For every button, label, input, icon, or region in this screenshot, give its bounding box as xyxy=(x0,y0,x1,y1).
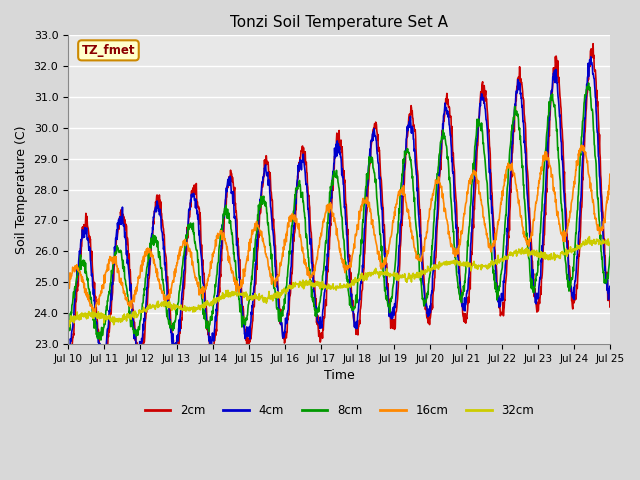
4cm xyxy=(587,54,595,60)
8cm xyxy=(97,337,105,343)
16cm xyxy=(577,143,585,148)
16cm xyxy=(607,172,614,178)
Line: 4cm: 4cm xyxy=(68,57,611,367)
32cm xyxy=(424,264,431,269)
8cm xyxy=(186,225,193,230)
2cm xyxy=(246,339,253,345)
16cm xyxy=(90,312,98,317)
32cm xyxy=(607,239,614,245)
8cm xyxy=(585,80,593,86)
32cm xyxy=(64,318,72,324)
Legend: 2cm, 4cm, 8cm, 16cm, 32cm: 2cm, 4cm, 8cm, 16cm, 32cm xyxy=(140,399,539,421)
32cm xyxy=(172,302,180,308)
4cm xyxy=(494,299,502,305)
4cm xyxy=(172,342,179,348)
8cm xyxy=(607,244,614,250)
16cm xyxy=(424,222,431,228)
8cm xyxy=(424,289,431,295)
16cm xyxy=(186,249,193,254)
2cm xyxy=(64,354,72,360)
Text: TZ_fmet: TZ_fmet xyxy=(82,44,135,57)
Line: 8cm: 8cm xyxy=(68,83,611,340)
Line: 32cm: 32cm xyxy=(68,237,611,327)
Line: 2cm: 2cm xyxy=(68,44,611,367)
16cm xyxy=(172,268,180,274)
32cm xyxy=(586,234,593,240)
8cm xyxy=(543,134,550,140)
2cm xyxy=(607,301,614,307)
4cm xyxy=(246,324,253,330)
4cm xyxy=(424,311,431,317)
16cm xyxy=(246,248,253,253)
8cm xyxy=(246,293,253,299)
32cm xyxy=(543,252,550,257)
8cm xyxy=(495,284,502,290)
16cm xyxy=(64,285,72,290)
X-axis label: Time: Time xyxy=(324,369,355,382)
16cm xyxy=(543,149,550,155)
4cm xyxy=(542,176,550,182)
4cm xyxy=(185,207,193,213)
4cm xyxy=(607,283,614,289)
32cm xyxy=(495,258,502,264)
32cm xyxy=(186,307,193,312)
4cm xyxy=(64,364,72,370)
2cm xyxy=(424,316,431,322)
Y-axis label: Soil Temperature (C): Soil Temperature (C) xyxy=(15,125,28,254)
2cm xyxy=(65,364,72,370)
2cm xyxy=(589,41,597,47)
2cm xyxy=(495,292,502,298)
Title: Tonzi Soil Temperature Set A: Tonzi Soil Temperature Set A xyxy=(230,15,448,30)
8cm xyxy=(64,320,72,326)
2cm xyxy=(186,213,193,219)
32cm xyxy=(246,296,253,301)
8cm xyxy=(172,313,180,319)
16cm xyxy=(495,217,502,223)
2cm xyxy=(172,348,180,353)
Line: 16cm: 16cm xyxy=(68,145,611,314)
32cm xyxy=(65,324,73,330)
2cm xyxy=(543,186,550,192)
